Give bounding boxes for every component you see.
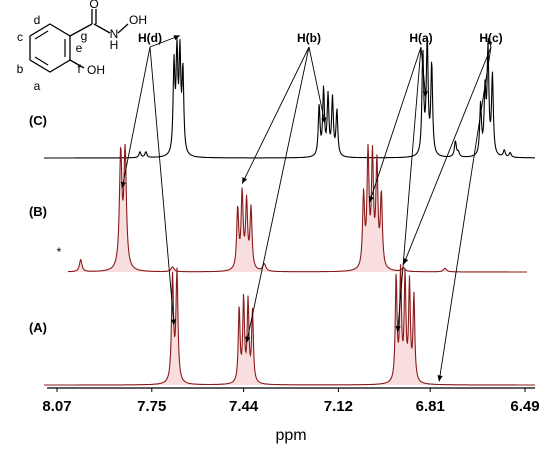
traces [44,38,535,386]
ring-double-bond [34,56,49,66]
assignment-arrow-head [173,35,180,41]
carbonyl-carbon-label-g: g [81,29,88,43]
x-tick-label: 7.12 [324,398,353,415]
assignment-arrow-line [308,46,326,124]
x-tick-label: 7.44 [229,398,259,415]
salicylhydroxamic-acid-structure: O N H OH OH g a b c d e f [17,0,147,93]
cn-bond [93,23,111,34]
ring-position-label-e: e [76,41,83,55]
annotation-label-ha: H(a) [409,31,432,45]
assignment-arrow-head [395,325,401,333]
assignment-arrows [120,35,493,382]
assignment-arrow-head [368,195,374,203]
trace-label-a: (A) [29,320,47,335]
benzene-ring [29,23,71,73]
hydroxylamine-label: OH [129,13,147,27]
x-tick-label: 8.07 [42,398,71,415]
assignment-arrow-line [121,46,151,189]
ring-double-bond [34,30,49,40]
annotation-label-hc: H(c) [479,31,502,45]
assignment-arrow-line [369,46,422,203]
annotation-label-hb: H(b) [297,31,321,45]
ring-position-label-d: d [34,13,41,27]
assignment-arrow-line [403,46,492,265]
x-tick-label: 6.49 [510,398,539,415]
assignment-arrow-head [403,258,409,265]
assignment-arrow-line [246,46,310,343]
annotation-label-hd: H(d) [138,31,162,45]
assignment-arrow-line [241,46,310,184]
phenol-bond [69,59,85,69]
impurity-marker: * [57,245,62,259]
ring-position-label-c: c [17,30,23,44]
carbonyl-oxygen-label: O [89,0,98,11]
amide-hydrogen-label: H [110,38,119,52]
assignment-arrow-line [438,46,492,382]
assignment-arrow-head [437,375,443,382]
assignment-arrow-head [487,37,493,45]
x-axis-title: ppm [275,427,306,444]
carbonyl-bond [69,23,93,37]
trace-label-c: (C) [29,113,47,128]
trace-label-b: (B) [29,204,47,219]
ring-position-label-f: f [77,62,81,76]
assignment-arrow-line [149,46,175,326]
assignment-arrow-head [170,319,177,326]
trace-fill-1 [68,143,527,272]
x-tick-label: 6.81 [416,398,445,415]
trace-fills [44,143,535,385]
x-axis-ticks: 8.07 7.75 7.44 7.12 6.81 6.49 [42,388,540,415]
amide-nitrogen-label: N [110,27,119,41]
assignment-arrow-head [242,177,248,184]
assignment-arrow-head [120,181,126,189]
assignment-arrow-head [245,336,251,343]
ring-position-label-b: b [17,62,24,76]
phenol-label: OH [87,63,105,77]
trace-fill-2 [44,264,535,385]
assignment-arrow-head [321,117,327,124]
spectrum-trace-a [44,264,535,386]
ring-position-label-a: a [34,79,41,93]
x-tick-label: 7.75 [137,398,166,415]
assignment-arrow-head [422,91,428,98]
assignment-arrow-line [397,46,422,333]
assignment-arrow-line [420,46,427,98]
no-bond [117,23,129,34]
spectrum-trace-b [68,143,527,273]
